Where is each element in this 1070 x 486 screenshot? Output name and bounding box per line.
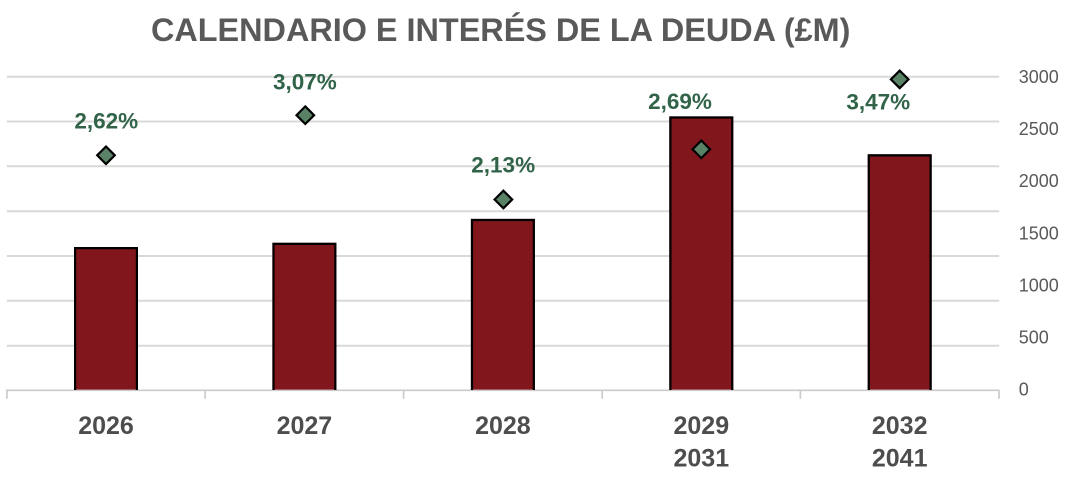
svg-text:2000: 2000 [1019,171,1059,191]
svg-text:1500: 1500 [1019,223,1059,243]
svg-text:1000: 1000 [1019,275,1059,295]
svg-text:2026: 2026 [78,412,134,440]
svg-text:3,47%: 3,47% [846,90,910,115]
svg-text:500: 500 [1019,328,1049,348]
svg-text:2029: 2029 [673,412,729,440]
svg-text:2,13%: 2,13% [471,152,535,177]
svg-text:3,07%: 3,07% [273,69,337,94]
svg-text:2031: 2031 [673,445,729,473]
svg-text:2028: 2028 [475,412,531,440]
svg-text:2041: 2041 [872,445,928,473]
svg-text:2,62%: 2,62% [74,109,138,134]
svg-text:2500: 2500 [1019,119,1059,139]
svg-text:2,69%: 2,69% [648,89,712,114]
svg-text:CALENDARIO E INTERÉS DE LA DEU: CALENDARIO E INTERÉS DE LA DEUDA (£M) [151,11,850,48]
svg-text:0: 0 [1019,380,1029,400]
svg-text:2027: 2027 [277,412,333,440]
svg-text:2032: 2032 [872,412,928,440]
svg-text:3000: 3000 [1019,67,1059,87]
